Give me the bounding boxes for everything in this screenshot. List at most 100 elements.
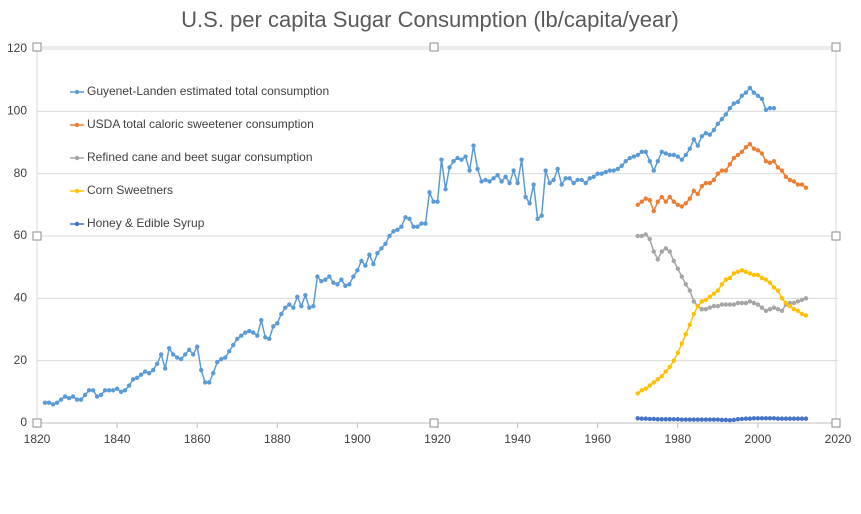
data-point: [643, 149, 648, 155]
data-point: [335, 282, 340, 287]
data-point: [791, 307, 797, 312]
data-point: [98, 392, 104, 398]
data-point: [495, 173, 500, 178]
data-point: [763, 159, 769, 164]
data-point: [235, 336, 240, 342]
handle[interactable]: [32, 231, 42, 241]
data-point: [759, 416, 765, 421]
data-point: [715, 288, 721, 293]
data-point: [607, 168, 612, 173]
data-point: [735, 300, 741, 306]
data-point: [651, 416, 656, 422]
handle[interactable]: [831, 42, 841, 52]
legend-marker: [74, 122, 80, 128]
data-point: [795, 182, 801, 187]
data-point: [707, 305, 713, 310]
data-point: [699, 183, 705, 189]
handle[interactable]: [831, 418, 841, 428]
data-point: [683, 331, 689, 337]
legend-marker: [74, 188, 80, 194]
data-point: [663, 199, 668, 204]
data-point: [763, 277, 769, 282]
data-point: [279, 311, 284, 317]
data-point: [755, 272, 761, 278]
data-point: [186, 347, 192, 352]
data-point: [547, 180, 552, 186]
data-point: [90, 388, 96, 393]
handle[interactable]: [32, 42, 42, 52]
data-point: [126, 383, 132, 388]
data-point: [651, 249, 656, 254]
data-point: [539, 213, 544, 218]
data-point: [307, 305, 312, 310]
legend-marker: [74, 89, 80, 95]
data-point: [759, 96, 765, 102]
data-point: [415, 224, 420, 229]
data-point: [551, 177, 556, 183]
data-point: [503, 174, 508, 179]
data-point: [227, 349, 232, 354]
data-point: [703, 297, 709, 303]
data-point: [767, 160, 773, 165]
data-point: [747, 416, 753, 421]
data-point: [723, 112, 729, 117]
data-point: [695, 303, 701, 309]
data-point: [703, 417, 709, 422]
data-point: [671, 152, 676, 158]
data-point: [751, 416, 757, 421]
data-point: [271, 324, 276, 329]
data-point: [267, 336, 272, 342]
data-point: [683, 282, 689, 287]
data-point: [699, 417, 705, 422]
data-point: [627, 155, 632, 161]
data-point: [695, 191, 701, 197]
data-point: [715, 121, 721, 127]
data-point: [667, 194, 672, 200]
data-point: [219, 356, 224, 362]
data-point: [511, 168, 516, 173]
data-point: [743, 416, 749, 421]
data-point: [619, 163, 624, 169]
handle[interactable]: [429, 42, 439, 52]
data-point: [739, 268, 745, 273]
handle[interactable]: [32, 418, 42, 428]
data-point: [459, 157, 464, 162]
handle[interactable]: [429, 418, 439, 428]
data-point: [699, 307, 705, 312]
data-point: [639, 416, 644, 421]
data-point: [359, 258, 364, 264]
data-point: [243, 330, 248, 335]
data-point: [347, 282, 352, 287]
data-point: [679, 157, 685, 162]
x-tick-label: 1960: [584, 432, 611, 446]
data-point: [114, 386, 120, 391]
data-point: [703, 130, 709, 136]
data-point: [579, 177, 584, 183]
data-point: [731, 417, 737, 423]
data-point: [655, 377, 660, 382]
data-point: [435, 199, 440, 204]
data-point: [403, 215, 408, 220]
data-point: [343, 283, 348, 289]
data-point: [635, 152, 640, 158]
data-point: [70, 394, 76, 399]
data-point: [775, 288, 781, 293]
handle[interactable]: [831, 231, 841, 241]
data-point: [695, 143, 701, 148]
data-point: [779, 308, 785, 313]
data-point: [595, 171, 600, 176]
x-tick-label: 1940: [504, 432, 531, 446]
data-point: [727, 275, 733, 281]
data-point: [683, 417, 689, 422]
data-point: [735, 417, 741, 422]
data-point: [611, 168, 616, 173]
data-point: [375, 250, 380, 256]
data-point: [655, 159, 660, 164]
data-point: [182, 352, 188, 357]
data-point: [671, 417, 676, 422]
data-point: [519, 157, 524, 162]
data-point: [711, 177, 717, 183]
data-point: [82, 392, 88, 398]
data-point: [667, 364, 672, 370]
data-point: [679, 341, 685, 346]
